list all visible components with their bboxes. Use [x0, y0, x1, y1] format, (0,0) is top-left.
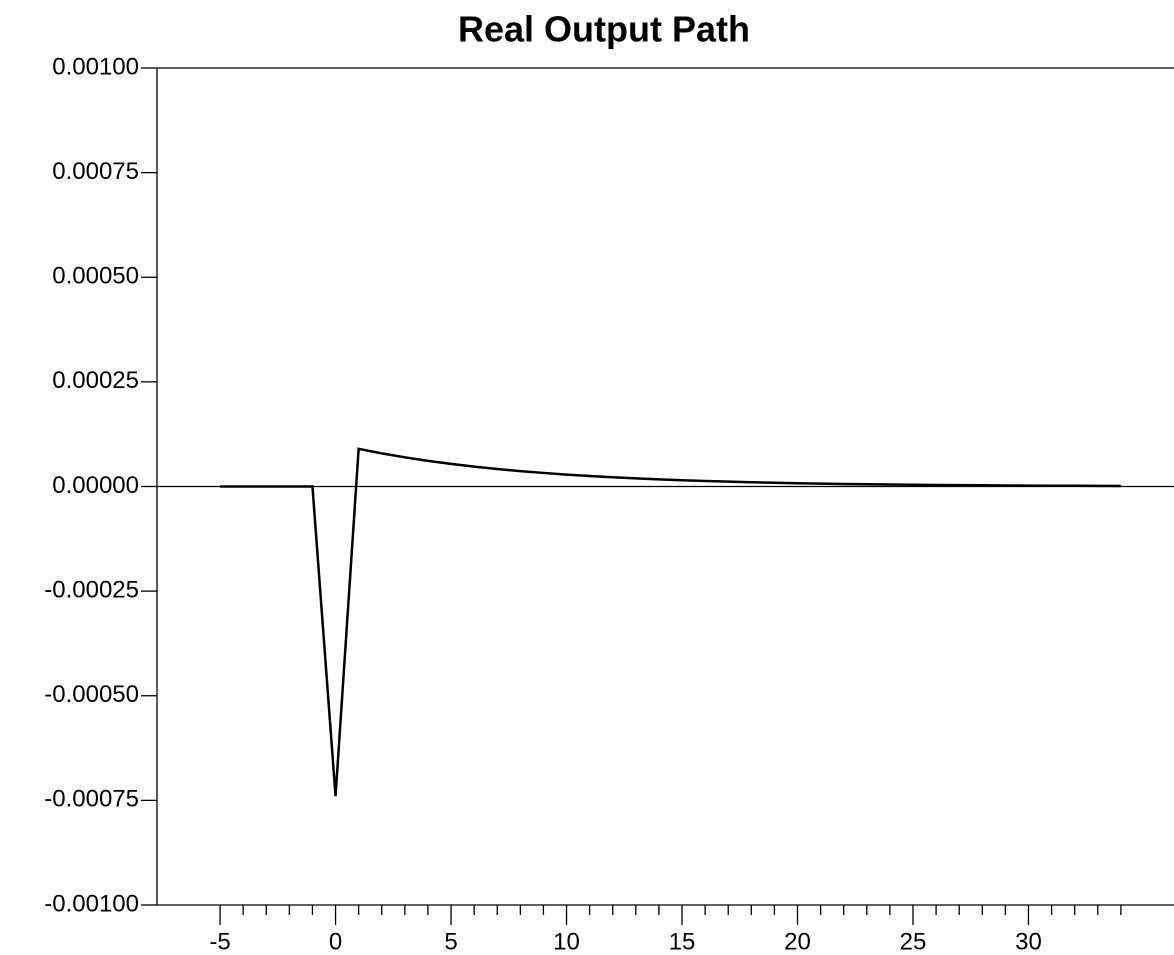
- x-tick-label: 25: [900, 928, 927, 955]
- x-tick-label: 15: [669, 928, 696, 955]
- y-tick-label: -0.00100: [44, 890, 139, 917]
- y-tick-label: -0.00050: [44, 681, 139, 708]
- x-tick-label: 10: [553, 928, 580, 955]
- y-tick-label: 0.00075: [52, 158, 139, 185]
- line-series: [220, 447, 1121, 797]
- y-tick-label: 0.00100: [52, 53, 139, 80]
- y-tick-label: 0.00025: [52, 367, 139, 394]
- x-tick-label: 20: [784, 928, 811, 955]
- x-tick-label: 0: [329, 928, 342, 955]
- x-tick-label: 5: [444, 928, 457, 955]
- chart-title: Real Output Path: [458, 9, 750, 50]
- y-tick-label: -0.00025: [44, 576, 139, 603]
- y-tick-label: -0.00075: [44, 786, 139, 813]
- x-tick-label: 30: [1015, 928, 1042, 955]
- y-tick-label: 0.00050: [52, 263, 139, 290]
- y-tick-label: 0.00000: [52, 472, 139, 499]
- x-tick-label: -5: [209, 928, 230, 955]
